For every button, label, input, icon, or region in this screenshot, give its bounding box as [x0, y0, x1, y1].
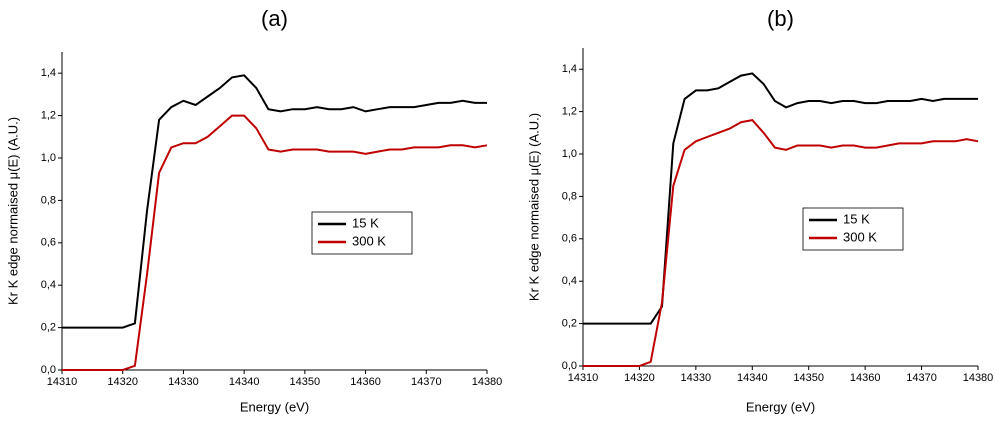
x-tick-label: 14320: [107, 376, 138, 388]
y-tick-label: 0,8: [41, 194, 56, 206]
y-tick-label: 0,6: [562, 233, 577, 245]
x-tick-label: 14380: [963, 372, 994, 384]
y-tick-label: 0,0: [41, 364, 56, 376]
legend-box: [311, 211, 413, 255]
y-axis-label: Kr K edge normaised μ(E) (A.U.): [5, 117, 20, 305]
x-axis-label: Energy (eV): [240, 399, 309, 414]
x-tick-label: 14370: [411, 376, 442, 388]
chart-title: (b): [767, 6, 794, 31]
x-tick-label: 14310: [568, 372, 599, 384]
legend-label: 300 K: [352, 233, 386, 248]
x-tick-label: 14310: [47, 376, 78, 388]
x-tick-label: 14350: [290, 376, 321, 388]
data-line: [583, 72, 978, 325]
x-tick-label: 14370: [906, 372, 937, 384]
x-tick-label: 14360: [850, 372, 881, 384]
x-axis-label: Energy (eV): [746, 399, 815, 414]
y-tick-label: 0,6: [41, 237, 56, 249]
legend-label: 15 K: [352, 215, 379, 230]
data-line: [62, 74, 487, 329]
y-tick-label: 0,2: [562, 318, 577, 330]
x-tick-label: 14350: [793, 372, 824, 384]
y-tick-label: 1,2: [41, 110, 56, 122]
y-tick-label: 0,4: [41, 279, 56, 291]
legend-box: [802, 207, 904, 251]
x-tick-label: 14340: [737, 372, 768, 384]
data-line: [583, 119, 979, 367]
x-tick-label: 14340: [229, 376, 260, 388]
y-tick-label: 1,4: [41, 67, 56, 79]
y-tick-label: 0,4: [562, 275, 577, 287]
y-tick-label: 0,2: [41, 322, 56, 334]
legend-label: 300 K: [843, 229, 877, 244]
y-tick-label: 1,4: [562, 63, 577, 75]
y-tick-label: 0,8: [562, 190, 577, 202]
y-axis-label: Kr K edge normaised μ(E) (A.U.): [526, 113, 541, 301]
y-tick-label: 1,2: [562, 106, 577, 118]
x-tick-label: 14360: [350, 376, 381, 388]
x-tick-label: 14320: [624, 372, 655, 384]
data-line: [62, 114, 488, 371]
x-tick-label: 14330: [681, 372, 712, 384]
x-tick-label: 14330: [168, 376, 199, 388]
y-tick-label: 1,0: [41, 152, 56, 164]
y-tick-label: 1,0: [562, 148, 577, 160]
legend-label: 15 K: [843, 211, 870, 226]
chart-title: (a): [261, 6, 288, 31]
y-tick-label: 0,0: [562, 360, 577, 372]
x-tick-label: 14380: [472, 376, 503, 388]
